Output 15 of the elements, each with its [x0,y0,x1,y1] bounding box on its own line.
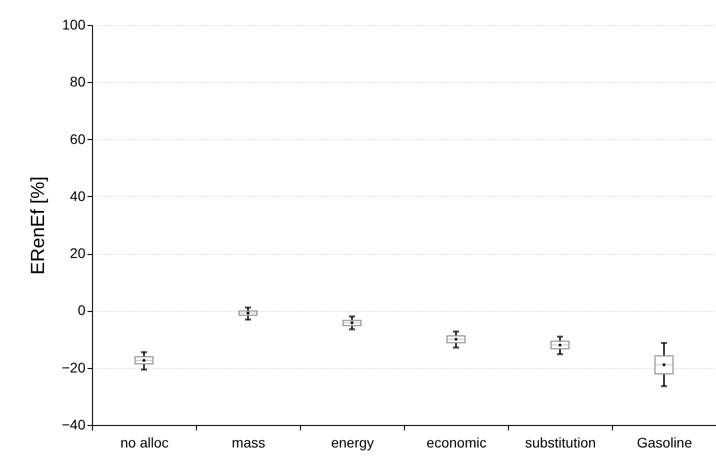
y-tick-label: −20 [62,359,86,376]
y-tick-label: −40 [62,416,86,432]
y-tick-label: 80 [70,74,86,90]
y-tick-label: 20 [70,245,86,262]
x-tick-label: mass [232,434,266,450]
x-tick-label: no alloc [120,434,169,450]
x-tick-label: energy [331,434,374,450]
y-tick-label: 100 [62,16,86,32]
y-axis-title: ERenEf [%] [28,176,49,275]
y-tick-label: 40 [70,188,86,204]
y-tick-label: 60 [70,130,86,147]
x-tick-label: substitution [525,434,596,450]
x-tick-label: Gasoline [636,434,692,450]
y-tick-label: 0 [78,302,86,318]
x-tick-label: economic [426,434,486,450]
